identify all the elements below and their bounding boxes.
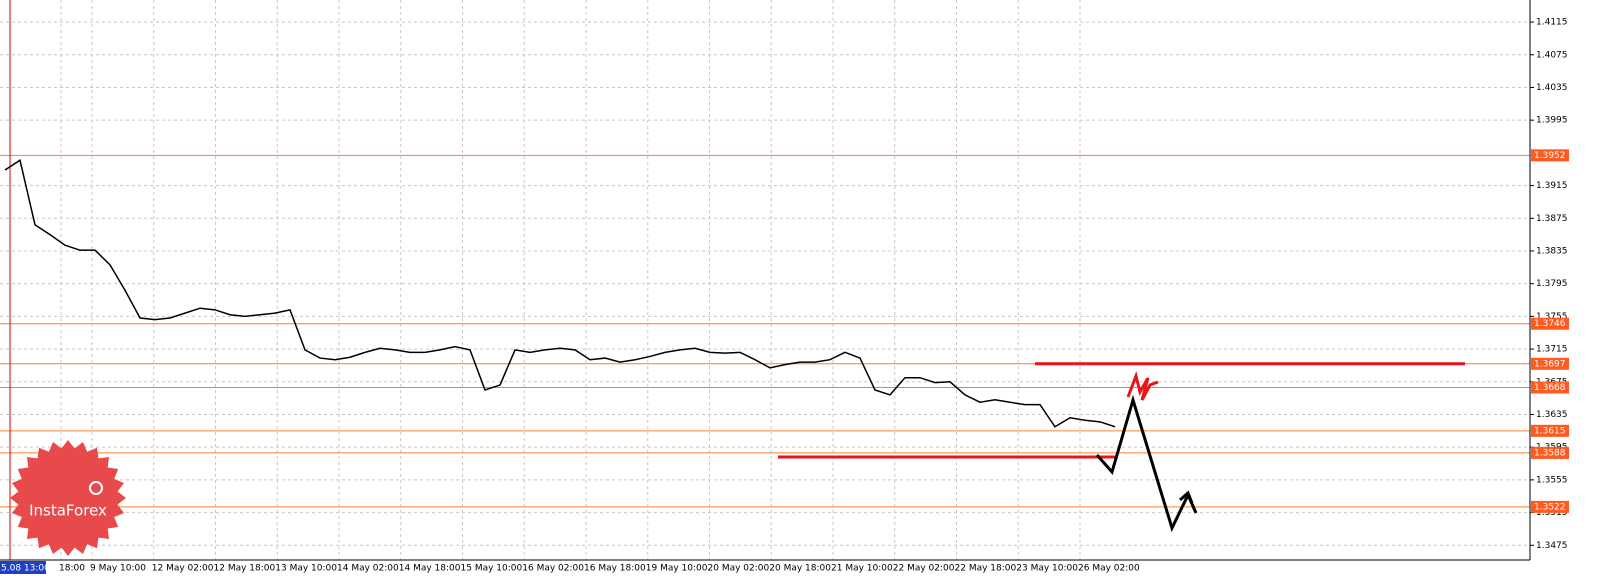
y-tick-label: 1.3875 [1536,214,1568,224]
x-tick-label: 19 May 10:00 [646,564,708,574]
level-label: 1.3668 [1534,383,1566,393]
y-tick-label: 1.3555 [1536,475,1568,485]
x-tick-label: 13 May 10:00 [275,564,337,574]
level-label-box [1531,381,1569,394]
x-tick-label: 21 May 10:00 [831,564,893,574]
level-label: 1.3697 [1534,359,1566,369]
logo-icon [89,481,103,495]
logo: InstaForex [10,440,126,556]
x-tick-label: 15 May 10:00 [461,564,523,574]
logo-badge [10,440,126,556]
level-label-box [1531,357,1569,370]
x-tick-label: 14 May 02:00 [337,564,399,574]
level-label: 1.3522 [1534,502,1566,512]
levels [0,154,1530,508]
grid [0,0,1530,560]
reversal-mark [1126,371,1159,401]
forecast-arrowhead [1179,490,1194,504]
x-tick-label: 14 May 18:00 [399,564,461,574]
level-label-box [1531,317,1569,330]
x-tick-label: 20 May 18:00 [769,564,831,574]
x-tick-label: 16 May 02:00 [522,564,584,574]
y-tick-label: 1.3995 [1536,116,1568,126]
x-tick-label: 16 May 18:00 [584,564,646,574]
y-tick-label: 1.3915 [1536,181,1568,191]
level-label-box [1531,424,1569,437]
level-label: 1.3952 [1534,151,1566,161]
y-tick-label: 1.3835 [1536,246,1568,256]
y-tick-label: 1.3475 [1536,541,1568,551]
price-line [4,159,1116,428]
x-label-highlight [0,561,46,574]
x-tick-label: 22 May 18:00 [955,564,1017,574]
y-tick-label: 1.4115 [1536,18,1568,28]
x-tick-label: 5.08 13:00 [1,564,50,574]
y-tick-label: 1.3635 [1536,410,1568,420]
y-tick-label: 1.3795 [1536,279,1568,289]
y-tick-label: 1.3715 [1536,345,1568,355]
price [4,159,1116,428]
level-label: 1.3588 [1534,448,1566,458]
level-label: 1.3615 [1534,426,1566,436]
level-label-box [1531,149,1569,162]
y-tick-label: 1.3755 [1536,312,1568,322]
y-tick-label: 1.4075 [1536,50,1568,60]
x-tick-label: 26 May 02:00 [1078,564,1140,574]
x-tick-label: 9 May 10:00 [90,564,146,574]
x-tick-label: 12 May 02:00 [152,564,214,574]
logo-text: InstaForex [29,502,107,520]
level-label: 1.3746 [1534,319,1566,329]
x-tick-label: 20 May 02:00 [708,564,770,574]
y-tick-label: 1.4035 [1536,83,1568,93]
x-tick-label: 23 May 10:00 [1016,564,1078,574]
level-label-box [1531,500,1569,513]
level-label-box [1531,446,1569,459]
y-tick-label: 1.3515 [1536,508,1568,518]
x-tick-label: 22 May 02:00 [893,564,955,574]
x-tick-label: 18:00 [59,564,85,574]
x-tick-label: 12 May 18:00 [214,564,276,574]
